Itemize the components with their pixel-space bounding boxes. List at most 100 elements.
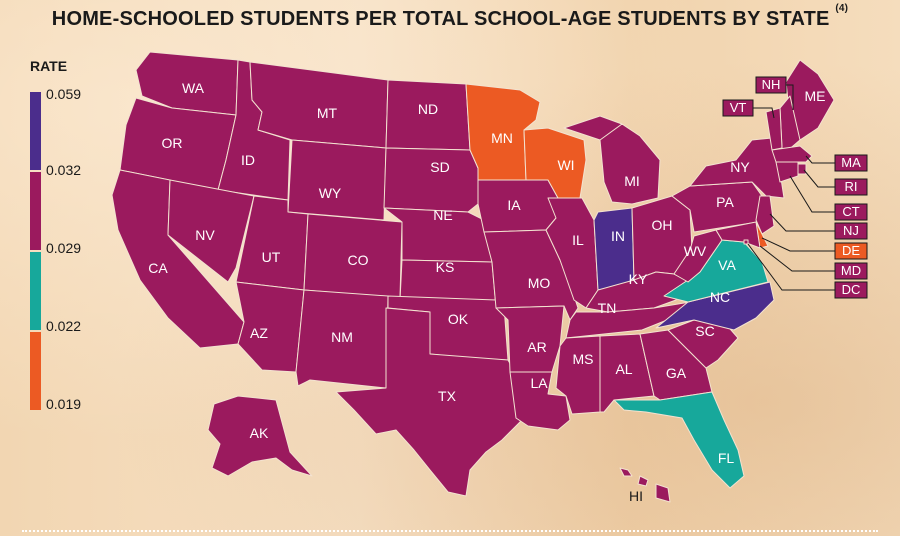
state-label-tn: TN [598, 300, 617, 316]
legend-label: 0.032 [46, 162, 82, 178]
leader-line-vt [753, 107, 775, 119]
map-title-text: HOME-SCHOOLED STUDENTS PER TOTAL SCHOOL-… [51, 8, 830, 30]
state-label-in: IN [611, 228, 625, 244]
state-label-mi: MI [624, 173, 640, 189]
state-ct [775, 161, 799, 183]
callout-label-ma: MA [841, 155, 861, 170]
state-label-ut: UT [262, 249, 281, 265]
callout-label-md: MD [841, 263, 861, 278]
callout-label-nh: NH [762, 77, 781, 92]
callout-box-ct [834, 203, 868, 221]
state-mi [563, 115, 661, 205]
state-label-ca: CA [148, 260, 168, 276]
map-title: HOME-SCHOOLED STUDENTS PER TOTAL SCHOOL-… [0, 3, 900, 31]
callout-de: DE [834, 242, 868, 260]
leader-line-ct [789, 175, 835, 213]
state-hi [619, 467, 671, 503]
state-md [715, 221, 761, 249]
callout-ct: CT [834, 203, 868, 221]
legend-bar-teal [30, 252, 41, 330]
state-label-ky: KY [629, 271, 648, 287]
callout-vt: VT [722, 99, 754, 117]
legend-label: 0.029 [46, 240, 82, 256]
callout-box-vt [722, 99, 754, 117]
state-label-hi: HI [629, 488, 643, 504]
leader-line-nh [786, 84, 794, 110]
state-label-mo: MO [528, 275, 551, 291]
state-label-ny: NY [730, 159, 750, 175]
state-label-tx: TX [438, 388, 457, 404]
legend-bar-magenta [30, 172, 41, 250]
state-label-sc: SC [695, 323, 714, 339]
state-label-ar: AR [527, 339, 546, 355]
callout-ma: MA [834, 154, 868, 172]
state-label-me: ME [805, 88, 826, 104]
state-ak [207, 395, 313, 477]
callout-box-nh [755, 76, 787, 94]
state-label-mn: MN [491, 130, 513, 146]
state-label-nd: ND [418, 101, 438, 117]
callout-box-ri [834, 178, 868, 196]
state-ri [797, 163, 807, 175]
state-label-va: VA [718, 257, 736, 273]
state-label-wa: WA [182, 80, 205, 96]
state-label-wy: WY [319, 185, 342, 201]
state-label-il: IL [572, 232, 584, 248]
legend-title: RATE [30, 58, 68, 74]
state-label-ne: NE [433, 207, 452, 223]
state-label-sd: SD [430, 159, 449, 175]
state-dc [743, 239, 749, 245]
legend-label: 0.022 [46, 318, 82, 334]
state-label-wi: WI [557, 157, 574, 173]
state-label-az: AZ [250, 325, 268, 341]
state-label-ak: AK [250, 425, 269, 441]
state-label-pa: PA [716, 194, 734, 210]
callout-box-md [834, 262, 868, 280]
state-label-wv: WV [684, 243, 707, 259]
legend-bar-orange [30, 332, 41, 410]
callout-box-nj [834, 222, 868, 240]
state-il [545, 197, 599, 309]
state-label-oh: OH [652, 217, 673, 233]
callout-label-nj: NJ [843, 223, 859, 238]
callout-nj: NJ [834, 222, 868, 240]
state-la [509, 371, 571, 431]
callout-label-ct: CT [842, 204, 859, 219]
state-label-ms: MS [573, 351, 594, 367]
callout-label-dc: DC [842, 282, 861, 297]
state-label-ok: OK [448, 311, 469, 327]
state-sd [383, 147, 479, 213]
state-label-nm: NM [331, 329, 353, 345]
state-label-co: CO [348, 252, 369, 268]
state-wy [287, 139, 387, 221]
state-nv [167, 179, 255, 283]
callout-md: MD [834, 262, 868, 280]
state-label-ia: IA [507, 197, 521, 213]
state-tx [335, 307, 523, 497]
callout-dc: DC [834, 281, 868, 299]
leader-line-md [759, 245, 835, 272]
legend-bar-purple [30, 92, 41, 170]
state-label-id: ID [241, 152, 255, 168]
leader-line-ri [803, 169, 835, 188]
state-label-al: AL [615, 361, 632, 377]
state-label-nc: NC [710, 289, 730, 305]
state-nj [755, 195, 775, 235]
leader-line-nj [769, 213, 835, 232]
state-label-nv: NV [195, 227, 215, 243]
callout-box-ma [834, 154, 868, 172]
legend-label: 0.059 [46, 86, 82, 102]
state-label-ks: KS [436, 259, 455, 275]
leader-line-ma [805, 155, 835, 164]
state-label-ga: GA [666, 365, 687, 381]
state-vt [765, 107, 783, 151]
bottom-divider [22, 530, 878, 532]
state-label-or: OR [162, 135, 183, 151]
state-label-fl: FL [718, 450, 735, 466]
legend-label: 0.019 [46, 396, 82, 412]
callout-ri: RI [834, 178, 868, 196]
state-az [235, 281, 305, 373]
callout-box-dc [834, 281, 868, 299]
state-label-mt: MT [317, 105, 338, 121]
